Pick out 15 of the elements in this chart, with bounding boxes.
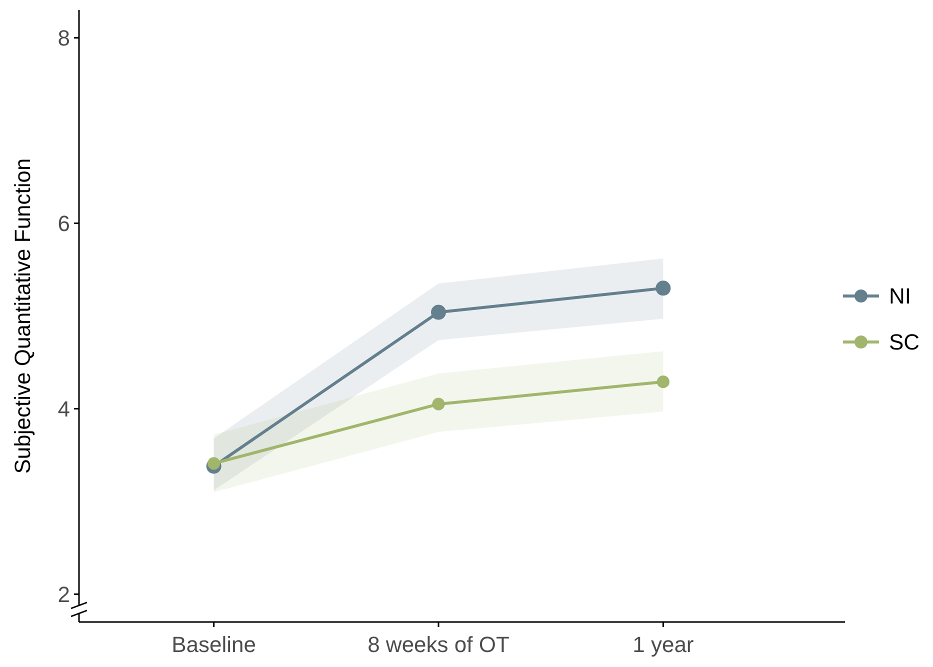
point xyxy=(656,280,671,296)
point xyxy=(431,304,446,320)
x-tick-label: Baseline xyxy=(172,632,256,657)
x-tick-label: 8 weeks of OT xyxy=(368,632,510,657)
legend-label: SC xyxy=(889,330,920,355)
y-tick-label: 6 xyxy=(58,210,70,236)
legend-label: NI xyxy=(889,284,911,309)
point xyxy=(208,457,220,470)
y-tick-label: 4 xyxy=(58,396,70,422)
y-axis-title: Subjective Quantitative Function xyxy=(10,158,35,474)
point xyxy=(656,376,670,388)
x-tick-label: 1 year xyxy=(632,632,694,657)
y-tick-label: 2 xyxy=(58,582,70,607)
point xyxy=(432,398,445,410)
y-tick-label: 8 xyxy=(58,26,70,51)
